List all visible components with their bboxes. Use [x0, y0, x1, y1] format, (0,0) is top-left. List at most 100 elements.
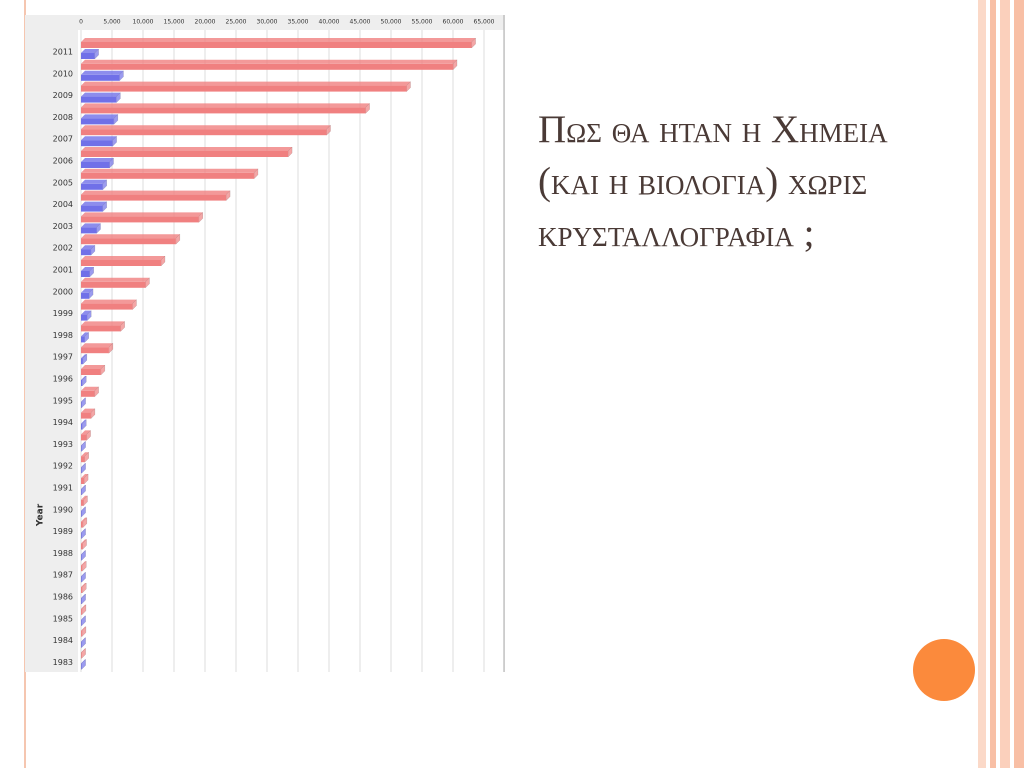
y-tick-label: 1992	[53, 462, 73, 471]
bar	[81, 401, 82, 408]
bar-top	[81, 408, 95, 413]
chart: Year 0 5,000 10,000 15,000 20,000 25,000 30,00…	[25, 15, 505, 672]
x-tick-label: 5,000	[103, 19, 120, 26]
bar	[81, 118, 114, 125]
bar	[81, 499, 84, 506]
x-tick-label: 40,000	[319, 19, 340, 26]
bar	[81, 96, 117, 103]
bar-top	[81, 49, 99, 53]
stripe	[1014, 0, 1024, 768]
bar-top	[81, 114, 118, 119]
x-tick-label: 15,000	[164, 19, 185, 26]
bar	[81, 172, 254, 179]
bar-top	[81, 648, 86, 653]
bar	[81, 249, 91, 256]
bar	[81, 85, 407, 92]
bar-top	[81, 637, 86, 642]
bar	[81, 587, 83, 593]
bar-top	[81, 626, 86, 631]
y-tick-label: 2007	[53, 135, 73, 144]
bar-top	[81, 168, 258, 173]
bar-top	[81, 158, 114, 162]
bar	[81, 598, 82, 604]
y-tick-label: 1986	[53, 593, 73, 602]
bar	[81, 162, 110, 168]
bar-top	[81, 604, 86, 609]
y-tick-label: 1984	[53, 636, 73, 645]
bar	[81, 336, 85, 343]
bar-top	[81, 277, 150, 282]
bar	[81, 42, 472, 48]
bar	[81, 183, 103, 190]
bar	[81, 303, 133, 310]
bar-top	[81, 441, 86, 446]
bar-top	[81, 474, 89, 478]
x-tick-label: 30,000	[257, 19, 278, 26]
bar-top	[81, 365, 105, 369]
bar	[81, 576, 82, 583]
bar-top	[81, 310, 92, 315]
bar-top	[81, 212, 203, 217]
bar	[81, 369, 101, 375]
bar-top	[81, 594, 86, 598]
y-tick-label: 2009	[53, 91, 73, 100]
bar-top	[81, 583, 87, 587]
y-tick-label: 1990	[53, 505, 73, 514]
bar-top	[81, 321, 125, 326]
bar-top	[81, 234, 180, 239]
bar	[81, 347, 109, 354]
y-tick-label: 2005	[53, 178, 73, 187]
bar-top	[81, 506, 86, 511]
bar	[81, 434, 87, 441]
bar-top	[81, 179, 107, 184]
y-tick-label: 2002	[53, 244, 73, 253]
bar	[81, 608, 82, 615]
bar	[81, 292, 90, 299]
bar	[81, 521, 83, 528]
bar-top	[81, 81, 411, 86]
y-tick-label: 1994	[53, 418, 73, 427]
bar	[81, 554, 82, 561]
bar	[81, 63, 453, 70]
bar-top	[81, 59, 457, 64]
y-tick-label: 2008	[53, 113, 73, 122]
bar-top	[81, 332, 89, 337]
bar-top	[81, 572, 86, 577]
bar-top	[81, 561, 87, 566]
bar	[81, 630, 82, 637]
x-tick-label: 65,000	[474, 19, 495, 26]
bar	[81, 489, 82, 495]
y-axis-title: Year	[36, 503, 46, 527]
bar-top	[81, 92, 121, 97]
bar	[81, 510, 82, 517]
x-tick-label: 35,000	[288, 19, 309, 26]
bar-top	[81, 103, 370, 108]
bar-top	[81, 299, 137, 304]
bar-top	[81, 201, 107, 206]
bar	[81, 358, 83, 365]
y-tick-label: 2004	[53, 200, 73, 209]
bar	[81, 281, 146, 288]
bar	[81, 380, 83, 386]
bar	[81, 140, 113, 147]
y-tick-label: 2006	[53, 157, 73, 166]
y-tick-label: 1988	[53, 549, 73, 558]
bar	[81, 271, 90, 277]
bar	[81, 445, 82, 452]
bar	[81, 151, 289, 157]
slide-title: Πως θα ηταν η Χημεια (και η βιολογια) χω…	[538, 108, 888, 255]
x-tick-label: 60,000	[443, 19, 464, 26]
y-tick-label: 1987	[53, 571, 73, 580]
y-tick-label: 1996	[53, 375, 73, 384]
bar	[81, 478, 85, 484]
bar	[81, 74, 120, 81]
y-tick-label: 1995	[53, 396, 73, 405]
bar	[81, 238, 176, 245]
bar-top	[81, 147, 293, 151]
y-tick-label: 1993	[53, 440, 73, 449]
stripe	[1000, 0, 1010, 768]
bar	[81, 205, 103, 212]
bar	[81, 456, 85, 463]
bar-top	[81, 550, 86, 555]
bar-top	[81, 397, 86, 402]
